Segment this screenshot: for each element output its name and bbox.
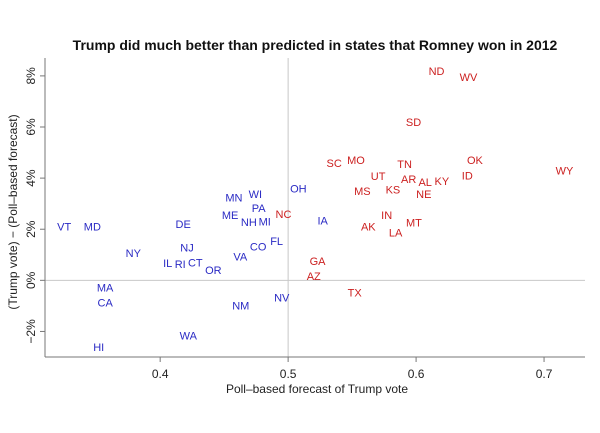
state-point-nh: NH	[241, 217, 257, 229]
state-point-ky: KY	[434, 176, 449, 188]
x-axis-label: Poll–based forecast of Trump vote	[226, 382, 408, 396]
x-tick-label: 0.6	[408, 367, 425, 381]
state-point-la: LA	[389, 227, 403, 239]
state-point-hi: HI	[93, 342, 104, 354]
axes: 0.4 0.5 0.6 0.7 −2% 0% 2% 4% 6% 8%	[24, 58, 585, 381]
state-point-oh: OH	[290, 183, 307, 195]
state-point-va: VA	[233, 251, 248, 263]
chart-title: Trump did much better than predicted in …	[73, 37, 558, 53]
state-point-wi: WI	[249, 189, 262, 201]
state-point-ri: RI	[175, 259, 186, 271]
state-point-wy: WY	[556, 165, 574, 177]
state-point-nv: NV	[274, 292, 290, 304]
x-tick-label: 0.4	[152, 367, 169, 381]
state-point-vt: VT	[57, 222, 71, 234]
state-point-mo: MO	[347, 155, 365, 167]
y-tick-label: 8%	[24, 67, 38, 85]
state-point-nd: ND	[429, 66, 445, 78]
state-point-ar: AR	[401, 174, 416, 186]
y-tick-label: −2%	[24, 319, 38, 344]
state-point-ma: MA	[97, 283, 114, 295]
y-tick-label: 4%	[24, 169, 38, 187]
x-tick-label: 0.7	[536, 367, 553, 381]
state-point-tx: TX	[348, 287, 363, 299]
state-point-ia: IA	[317, 215, 328, 227]
state-point-ok: OK	[467, 155, 484, 167]
state-point-in: IN	[381, 210, 392, 222]
state-point-tn: TN	[397, 159, 412, 171]
state-point-ga: GA	[310, 256, 327, 268]
state-point-ks: KS	[386, 184, 401, 196]
state-point-mi: MI	[259, 217, 271, 229]
state-point-fl: FL	[270, 236, 283, 248]
reference-lines	[45, 58, 585, 357]
state-point-co: CO	[250, 241, 267, 253]
state-point-mn: MN	[225, 192, 242, 204]
x-tick-label: 0.5	[280, 367, 297, 381]
state-point-wa: WA	[180, 330, 198, 342]
state-point-pa: PA	[252, 203, 267, 215]
state-point-ct: CT	[188, 257, 203, 269]
state-point-id: ID	[462, 171, 473, 183]
y-axis-label: (Trump vote) − (Poll–based forecast)	[6, 114, 20, 309]
y-tick-label: 2%	[24, 220, 38, 238]
state-point-il: IL	[163, 258, 172, 270]
state-point-ne: NE	[416, 189, 431, 201]
state-point-ca: CA	[98, 298, 114, 310]
state-point-ms: MS	[354, 186, 371, 198]
state-point-md: MD	[84, 222, 101, 234]
y-tick-label: 0%	[24, 271, 38, 289]
state-point-wv: WV	[460, 72, 478, 84]
state-point-sd: SD	[406, 117, 421, 129]
state-point-nm: NM	[232, 300, 249, 312]
state-point-nc: NC	[276, 209, 292, 221]
state-point-or: OR	[205, 265, 222, 277]
state-point-ut: UT	[371, 171, 386, 183]
state-point-de: DE	[176, 219, 191, 231]
state-point-ak: AK	[361, 222, 376, 234]
state-point-mt: MT	[406, 217, 422, 229]
state-point-al: AL	[418, 177, 431, 189]
state-point-me: ME	[222, 210, 239, 222]
state-point-az: AZ	[307, 271, 321, 283]
state-point-sc: SC	[327, 158, 342, 170]
state-point-nj: NJ	[180, 243, 193, 255]
state-point-ny: NY	[126, 248, 142, 260]
y-tick-label: 6%	[24, 118, 38, 136]
